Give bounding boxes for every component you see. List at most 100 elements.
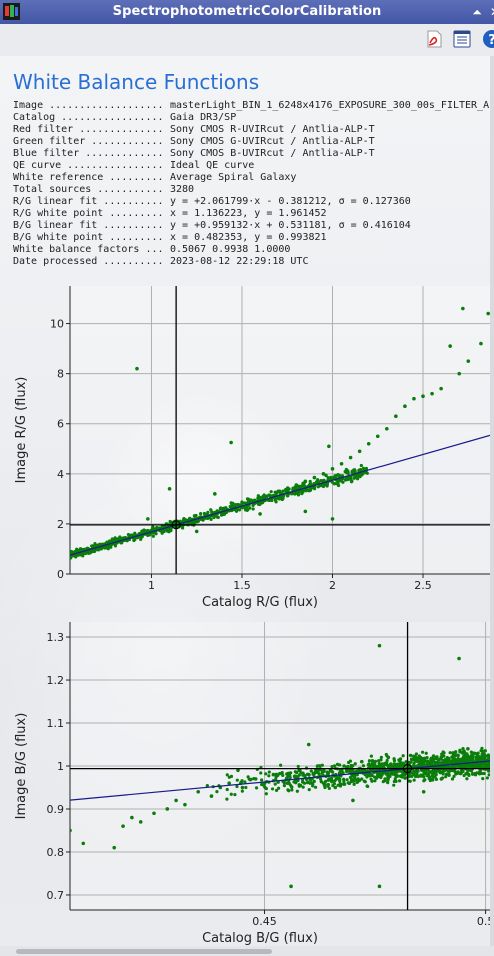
- scatter-point: [428, 777, 432, 782]
- fit-line: [70, 760, 490, 801]
- scatter-point: [425, 756, 429, 760]
- scatter-point: [352, 782, 356, 786]
- scatter-point: [422, 775, 426, 779]
- scatter-point: [333, 785, 338, 790]
- close-button[interactable]: ✕: [486, 3, 494, 21]
- scatter-point: [358, 474, 362, 479]
- scatter-point: [457, 656, 461, 661]
- scatter-point: [456, 754, 460, 759]
- scatter-point: [112, 845, 117, 850]
- scatter-point: [419, 774, 423, 778]
- scatter-point: [277, 786, 281, 790]
- help-button[interactable]: ?: [482, 29, 494, 49]
- x-tick-label: 1.5: [233, 579, 251, 592]
- summary-label: B/G linear fit ..........: [13, 220, 164, 231]
- summary-value: 0.5067 0.9938 1.0000: [170, 244, 291, 255]
- scatter-point: [351, 768, 355, 773]
- scatter-point: [135, 366, 139, 371]
- scatter-point: [327, 786, 331, 790]
- shade-button[interactable]: ⏶: [468, 3, 486, 21]
- pdf-button[interactable]: [424, 29, 444, 49]
- summary-label: R/G linear fit ..........: [13, 196, 164, 207]
- scatter-point: [376, 759, 381, 763]
- scatter-point: [356, 477, 360, 481]
- scatter-point: [342, 779, 346, 784]
- scatter-point: [398, 774, 403, 779]
- scatter-point: [281, 489, 285, 493]
- y-tick-label: 10: [50, 318, 64, 331]
- scatter-point: [439, 755, 444, 760]
- scatter-point: [419, 764, 423, 768]
- scatter-point: [294, 483, 299, 487]
- summary-value: y = +0.959132·x + 0.531181, σ = 0.416104: [170, 220, 411, 231]
- bg-scatter-chart: 0.45 0.5 0.7 0.8 0.9 1 1.1 1.2 1.3 Catalog B/G (f…: [14, 622, 490, 946]
- scatter-point: [290, 788, 294, 792]
- scatter-point: [485, 776, 489, 780]
- list-button[interactable]: [452, 29, 472, 49]
- scatter-point: [341, 782, 346, 786]
- scatter-point: [273, 782, 277, 786]
- summary-row: B/G linear fit .......... y = +0.959132·x…: [13, 220, 490, 232]
- scatter-point: [325, 772, 330, 776]
- scatter-point: [308, 781, 312, 785]
- scatter-point: [479, 764, 483, 769]
- scatter-point: [264, 786, 268, 791]
- y-tick-label: 0.8: [47, 846, 65, 859]
- scatter-point: [379, 758, 383, 762]
- scatter-point: [316, 485, 320, 489]
- scatter-point: [386, 779, 390, 783]
- report-panel[interactable]: White Balance Functions Image ..........…: [0, 56, 490, 946]
- scatter-point: [321, 484, 326, 489]
- scatter-point: [371, 760, 375, 765]
- scatter-point: [285, 772, 289, 776]
- scatter-point: [333, 778, 337, 783]
- scatter-point: [202, 517, 206, 521]
- scatter-point: [265, 495, 269, 499]
- scatter-point: [234, 509, 239, 513]
- scatter-point: [316, 480, 320, 484]
- summary-label: Image ...................: [13, 100, 164, 111]
- scatter-point: [99, 547, 103, 551]
- scatter-point: [347, 781, 351, 786]
- scatter-point: [330, 765, 334, 769]
- scatter-point: [301, 481, 305, 485]
- scatter-point: [483, 749, 487, 753]
- scatter-point: [464, 755, 468, 759]
- scatter-point: [461, 746, 465, 751]
- scatter-point: [385, 426, 389, 431]
- scatter-point: [431, 775, 435, 780]
- y-tick-label: 1: [57, 760, 64, 773]
- scatter-point: [353, 475, 357, 479]
- scatter-point: [370, 773, 374, 777]
- scatter-point: [336, 473, 340, 477]
- scatter-point: [174, 798, 178, 803]
- scatter-point: [465, 777, 469, 781]
- scatter-point: [118, 536, 122, 540]
- scatter-point: [474, 752, 478, 756]
- scatter-point: [323, 785, 327, 790]
- scatter-point: [365, 784, 369, 788]
- scatter-point: [421, 789, 426, 794]
- horizontal-scrollbar-thumb[interactable]: [16, 949, 272, 954]
- y-tick-label: 8: [57, 368, 64, 381]
- scatter-point: [294, 775, 298, 779]
- scatter-point: [348, 455, 353, 460]
- scatter-point: [311, 771, 315, 775]
- scatter-point: [348, 477, 352, 481]
- scatter-point: [345, 778, 349, 782]
- scatter-point: [413, 755, 417, 759]
- scatter-point: [285, 494, 290, 498]
- summary-row: Catalog ................. Gaia DR3/SP: [13, 112, 490, 124]
- scatter-point: [378, 772, 383, 776]
- vertical-scrollbar[interactable]: [490, 56, 494, 946]
- y-tick-label: 0: [57, 568, 64, 581]
- horizontal-scrollbar[interactable]: [0, 946, 494, 956]
- summary-row: Blue filter ............. Sony CMOS B-UVI…: [13, 148, 490, 160]
- scatter-point: [461, 306, 465, 311]
- scatter-point: [350, 469, 354, 473]
- scatter-point: [311, 782, 315, 786]
- scatter-point: [267, 774, 271, 778]
- scatter-point: [243, 780, 247, 784]
- scatter-point: [269, 490, 273, 494]
- scatter-point: [206, 516, 210, 520]
